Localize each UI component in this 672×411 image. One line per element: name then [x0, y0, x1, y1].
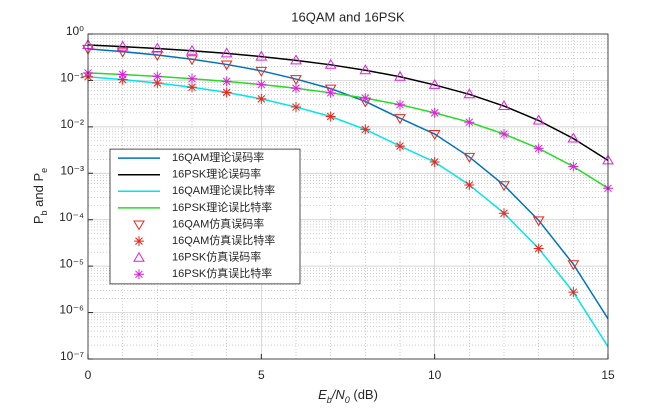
x-tick-label: 15 [601, 368, 615, 382]
legend-label: 16PSK仿真误比特率 [172, 266, 272, 280]
y-label-part: P [31, 215, 46, 224]
data-marker [187, 82, 197, 93]
y-label-part: and P [31, 173, 46, 211]
data-marker [567, 260, 580, 271]
x-axis-label: Eb/N0 (dB) [318, 387, 378, 405]
data-marker [428, 78, 441, 89]
data-marker [117, 69, 128, 80]
data-marker [116, 40, 129, 51]
legend-label: 16QAM理论误比特率 [172, 183, 275, 197]
legend-label: 16QAM理论误码率 [172, 150, 264, 164]
legend-swatch [134, 236, 144, 247]
chart-title: 16QAM and 16PSK [291, 9, 405, 24]
y-label-part: b [39, 210, 49, 215]
x-label-part: (dB) [350, 387, 378, 402]
axes-box [87, 33, 609, 360]
data-marker [290, 75, 302, 86]
data-marker [255, 66, 268, 77]
data-marker [499, 208, 509, 219]
x-tick-label: 10 [428, 368, 442, 382]
y-tick-label: 10⁻³ [60, 163, 84, 177]
data-marker [186, 55, 198, 66]
data-marker [151, 42, 164, 53]
data-marker [360, 93, 371, 104]
data-marker [325, 87, 336, 98]
y-tick-label: 10⁻¹ [60, 71, 84, 85]
data-marker [428, 130, 441, 141]
data-marker [291, 102, 301, 113]
x-tick-label: 0 [85, 368, 92, 382]
data-marker [152, 78, 163, 89]
legend-label: 16QAM仿真误码率 [172, 216, 264, 230]
data-marker [499, 129, 509, 140]
y-tick-label: 10⁰ [66, 24, 84, 38]
data-marker [220, 47, 233, 58]
data-marker [464, 179, 475, 190]
data-marker [429, 157, 440, 168]
data-marker [221, 76, 232, 87]
data-marker [394, 70, 406, 81]
y-tick-label: 10⁻⁴ [59, 210, 84, 224]
data-marker [568, 161, 579, 172]
data-marker [324, 84, 337, 95]
y-tick-label: 10⁻² [60, 117, 84, 131]
data-marker [117, 74, 128, 85]
data-marker [533, 243, 544, 254]
data-marker [221, 87, 232, 98]
data-marker [532, 216, 545, 227]
data-marker [532, 114, 545, 125]
x-tick-label: 5 [258, 368, 265, 382]
data-marker [498, 100, 510, 111]
data-marker [463, 152, 476, 163]
data-marker [359, 64, 372, 75]
series-line [88, 72, 608, 189]
data-marker [325, 111, 336, 122]
x-label-part: E [318, 387, 327, 402]
data-marker [463, 88, 476, 99]
data-marker [256, 93, 267, 104]
data-marker [360, 124, 371, 135]
data-marker [291, 83, 301, 94]
data-marker [186, 44, 198, 55]
x-label-part: /N [331, 387, 346, 402]
legend-swatch [133, 220, 145, 231]
y-tick-label: 10⁻⁶ [59, 303, 84, 317]
data-marker [464, 117, 475, 128]
legend-label: 16QAM仿真误比特率 [172, 233, 275, 247]
data-marker [568, 287, 579, 298]
data-marker [255, 50, 268, 61]
data-marker [116, 47, 129, 58]
data-marker [498, 181, 510, 192]
legend-swatch [134, 269, 144, 280]
data-marker [152, 71, 163, 82]
data-marker [290, 54, 302, 65]
data-marker [394, 114, 406, 125]
y-axis-label: Pb and Pe [31, 168, 49, 224]
y-label-part: e [39, 168, 49, 173]
legend: 16QAM理论误码率 16PSK理论误码率 16QAM理论误比特率 16PSK理论误比… [109, 148, 301, 285]
legend-swatch [133, 251, 145, 262]
data-marker [324, 58, 337, 69]
x-label-part: b [327, 395, 332, 405]
data-marker [256, 79, 267, 90]
x-label-part: 0 [345, 395, 350, 405]
data-marker [187, 73, 197, 84]
legend-label: 16PSK理论误比特率 [172, 200, 272, 214]
data-marker [395, 99, 405, 110]
data-marker [220, 60, 233, 71]
y-tick-label: 10⁻⁵ [59, 256, 84, 270]
data-marker [567, 132, 580, 143]
legend-label: 16PSK理论误码率 [172, 167, 261, 181]
series-line [88, 76, 608, 348]
series-line [88, 44, 608, 161]
data-marker [533, 143, 544, 154]
data-marker [395, 141, 405, 152]
legend-label: 16PSK仿真误码率 [172, 250, 261, 264]
data-marker [429, 107, 440, 118]
y-tick-label: 10⁻⁷ [60, 349, 84, 363]
